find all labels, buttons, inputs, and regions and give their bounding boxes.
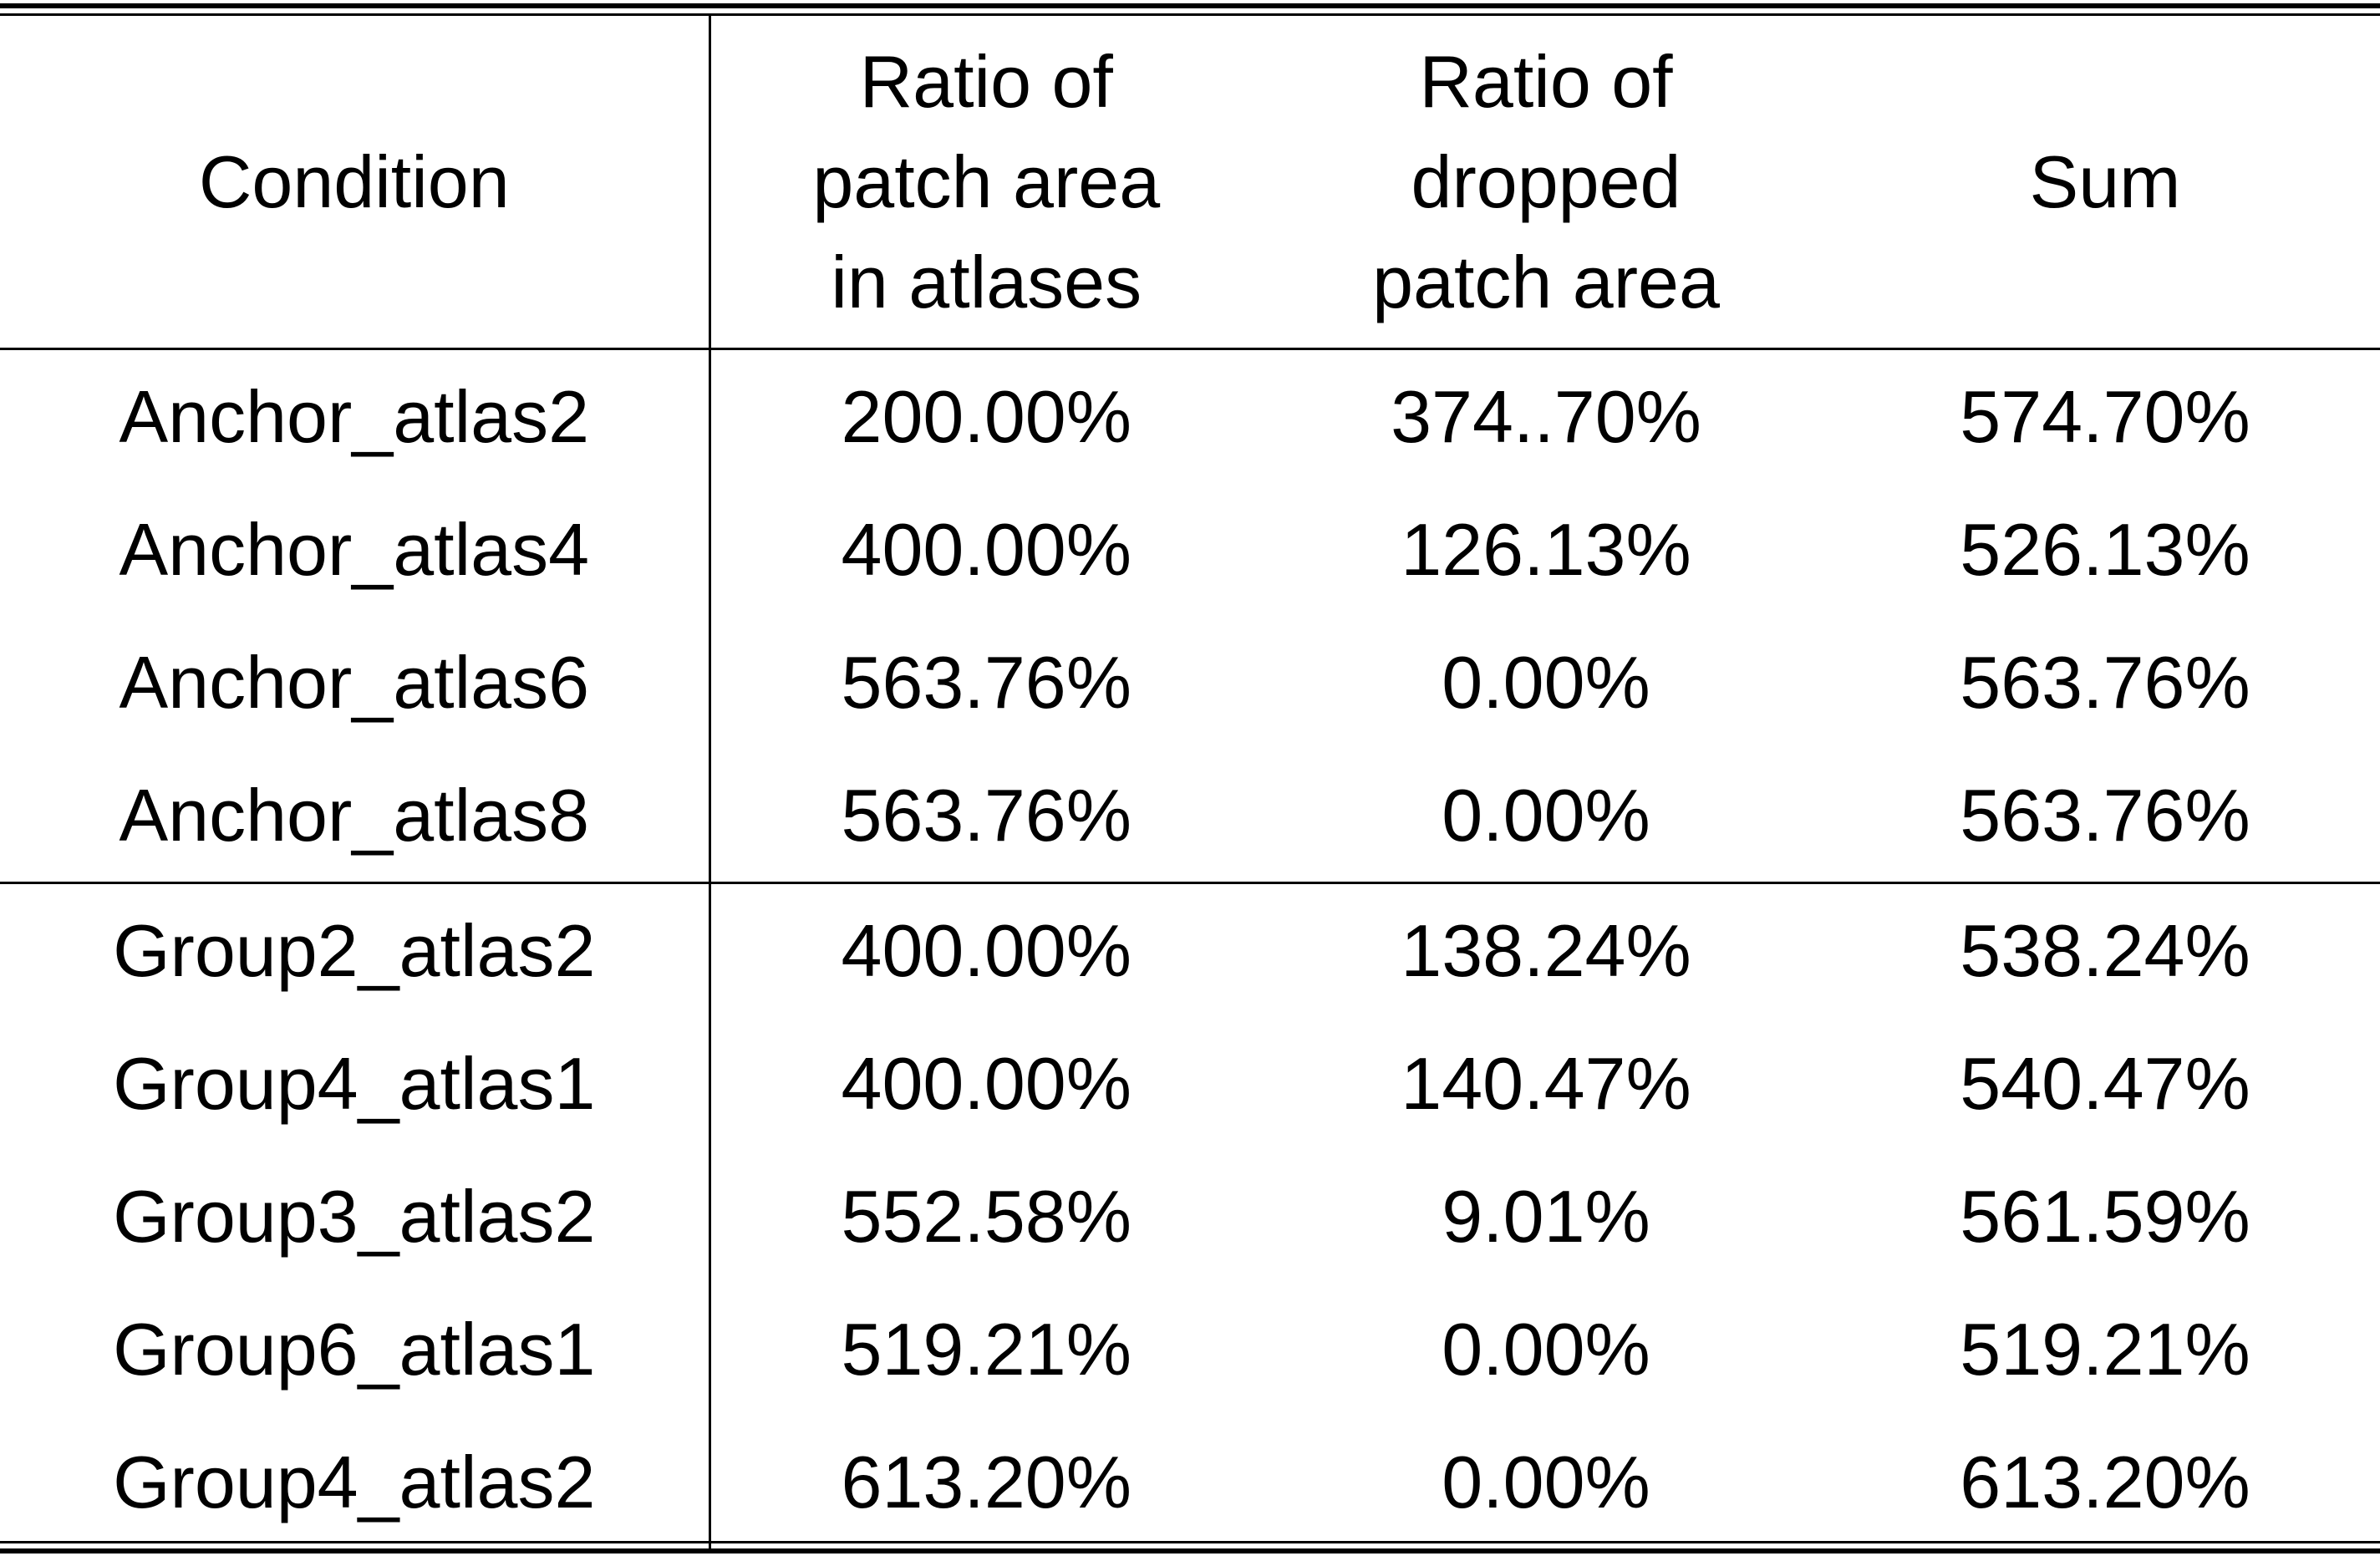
cell-sum: 574.70% <box>1960 374 2250 458</box>
header-ratio-patch-area-line-2: patch area <box>812 140 1161 223</box>
cell-condition: Anchor_atlas8 <box>0 749 711 883</box>
header-ratio-patch-area-line-3: in atlases <box>831 240 1142 323</box>
cell-ratio-patch: 552.58% <box>841 1174 1132 1258</box>
cell-sum: 519.21% <box>1960 1307 2250 1391</box>
cell-sum: 563.76% <box>1960 773 2250 857</box>
cell-ratio-patch: 400.00% <box>841 1041 1132 1125</box>
header-row: Condition Ratio of patch area in atlases… <box>0 16 2380 350</box>
cell-sum: 540.47% <box>1960 1041 2250 1125</box>
cell-sum: 563.76% <box>1960 640 2250 724</box>
cell-ratio-patch: 563.76% <box>841 773 1132 857</box>
table-row: Group2_atlas2 400.00% 138.24% 538.24% <box>0 882 2380 1017</box>
table-row: Anchor_atlas6 563.76% 0.00% 563.76% <box>0 616 2380 749</box>
cell-condition: Group2_atlas2 <box>0 882 711 1017</box>
header-sum: Sum <box>1830 16 2380 350</box>
cell-ratio-dropped: 0.00% <box>1442 773 1650 857</box>
table-row: Group4_atlas2 613.20% 0.00% 613.20% <box>0 1416 2380 1548</box>
cell-condition: Group4_atlas2 <box>0 1416 711 1548</box>
bottom-rule-thin <box>0 1541 2380 1543</box>
top-rule-thin <box>0 13 2380 16</box>
cell-ratio-dropped: 0.00% <box>1442 1307 1650 1391</box>
cell-ratio-dropped: 9.01% <box>1442 1174 1650 1258</box>
header-ratio-dropped-line-2: dropped <box>1411 140 1681 223</box>
table-row: Group6_atlas1 519.21% 0.00% 519.21% <box>0 1283 2380 1416</box>
cell-sum: 526.13% <box>1960 507 2250 591</box>
cell-condition: Group4_atlas1 <box>0 1017 711 1150</box>
cell-ratio-patch: 563.76% <box>841 640 1132 724</box>
cell-ratio-patch: 519.21% <box>841 1307 1132 1391</box>
header-ratio-patch-area: Ratio of patch area in atlases <box>709 16 1262 350</box>
cell-ratio-patch: 400.00% <box>841 507 1132 591</box>
cell-ratio-dropped: 374..70% <box>1391 374 1701 458</box>
cell-condition: Anchor_atlas6 <box>0 616 711 749</box>
cell-ratio-patch: 613.20% <box>841 1440 1132 1523</box>
cell-condition: Anchor_atlas2 <box>0 348 711 483</box>
header-ratio-patch-area-line-1: Ratio of <box>859 39 1113 123</box>
header-ratio-dropped: Ratio of dropped patch area <box>1262 16 1830 350</box>
table-row: Anchor_atlas4 400.00% 126.13% 526.13% <box>0 483 2380 616</box>
header-ratio-dropped-line-1: Ratio of <box>1419 39 1673 123</box>
cell-ratio-dropped: 126.13% <box>1401 507 1691 591</box>
bottom-rule-thick <box>0 1548 2380 1553</box>
table-row: Group3_atlas2 552.58% 9.01% 561.59% <box>0 1150 2380 1283</box>
results-table: Condition Ratio of patch area in atlases… <box>0 16 2380 1548</box>
cell-ratio-dropped: 0.00% <box>1442 640 1650 724</box>
cell-ratio-dropped: 0.00% <box>1442 1440 1650 1523</box>
table-row: Group4_atlas1 400.00% 140.47% 540.47% <box>0 1017 2380 1150</box>
cell-ratio-dropped: 138.24% <box>1262 882 1830 1017</box>
header-condition: Condition <box>0 16 711 350</box>
cell-condition: Group3_atlas2 <box>0 1150 711 1283</box>
cell-ratio-patch: 200.00% <box>841 374 1132 458</box>
top-rule-thick <box>0 3 2380 8</box>
cell-ratio-patch: 400.00% <box>709 882 1262 1017</box>
table-row: Anchor_atlas2 200.00% 374..70% 574.70% <box>0 348 2380 483</box>
table-row: Anchor_atlas8 563.76% 0.00% 563.76% <box>0 749 2380 883</box>
cell-sum: 613.20% <box>1960 1440 2250 1523</box>
cell-sum: 538.24% <box>1830 882 2380 1017</box>
cell-condition: Group6_atlas1 <box>0 1283 711 1416</box>
cell-ratio-dropped: 140.47% <box>1401 1041 1691 1125</box>
cell-condition: Anchor_atlas4 <box>0 483 711 616</box>
header-ratio-dropped-line-3: patch area <box>1372 240 1720 323</box>
cell-sum: 561.59% <box>1960 1174 2250 1258</box>
